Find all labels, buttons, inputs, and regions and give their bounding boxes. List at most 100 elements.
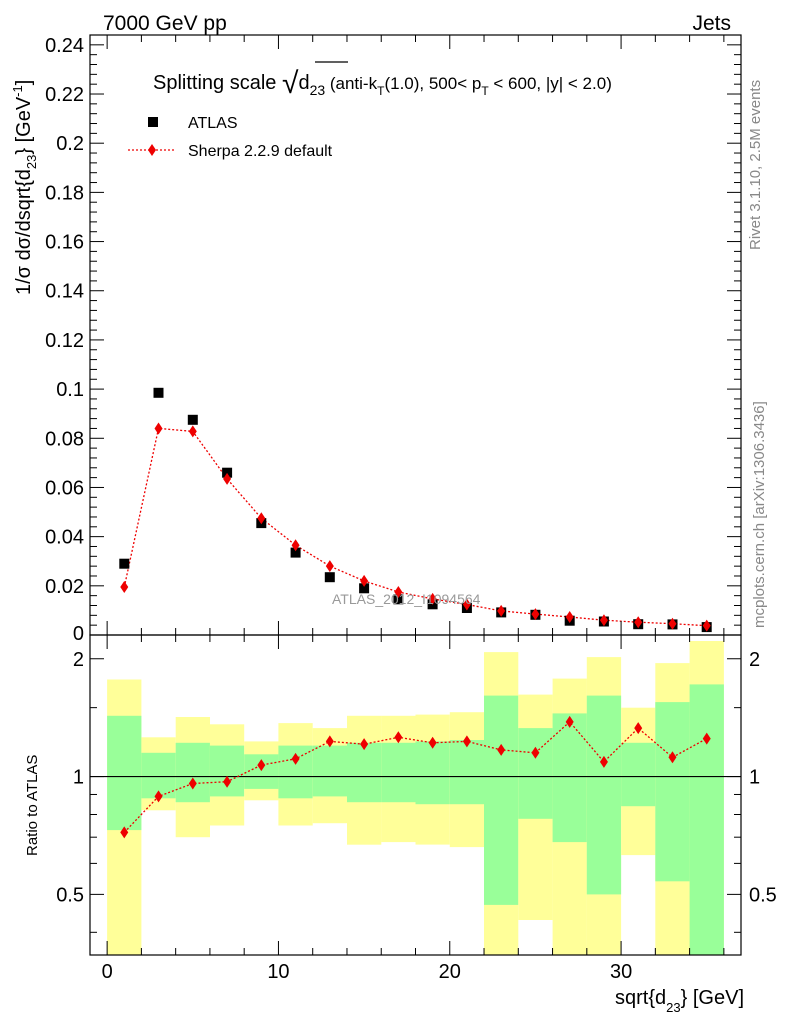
main-ylabel: 1/σ dσ/dsqrt{d23} [GeV-1] bbox=[10, 80, 39, 295]
ratio-ytick-label: 0.5 bbox=[56, 884, 84, 906]
x-axis-label: sqrt{d23} [GeV] bbox=[615, 987, 744, 1015]
atlas-point bbox=[119, 558, 130, 569]
ratio-sherpa-point bbox=[634, 722, 643, 735]
ratio-sherpa-point bbox=[394, 731, 403, 744]
ratio-ytick-label-right: 0.5 bbox=[749, 884, 777, 906]
xtick-label: 30 bbox=[610, 961, 632, 983]
title-var: d bbox=[298, 72, 309, 94]
ratio-band-inner bbox=[655, 702, 690, 882]
analysis-watermark: ATLAS_2012_I1094564 bbox=[332, 591, 481, 607]
xtick-label: 0 bbox=[102, 961, 113, 983]
ratio-sherpa-point bbox=[702, 732, 711, 745]
ratio-sherpa-point bbox=[599, 755, 608, 768]
ratio-band-inner bbox=[209, 745, 245, 797]
legend-sherpa-label: Sherpa 2.2.9 default bbox=[188, 143, 333, 160]
mcplots-info: mcplots.cern.ch [arXiv:1306.3436] bbox=[751, 401, 768, 628]
ratio-sherpa-point bbox=[154, 790, 163, 803]
ratio-band-inner bbox=[689, 684, 724, 955]
sherpa-point bbox=[325, 560, 334, 573]
xtick-label: 20 bbox=[439, 961, 461, 983]
ylabel-mid: } [GeV bbox=[13, 96, 35, 154]
sherpa-point bbox=[428, 592, 437, 605]
sherpa-point bbox=[702, 619, 711, 632]
sherpa-point bbox=[668, 617, 677, 630]
ylabel-main: 1/σ dσ/dsqrt{d bbox=[13, 169, 35, 295]
sherpa-point bbox=[188, 425, 197, 438]
ratio-sherpa-point bbox=[565, 715, 574, 728]
header-right: Jets bbox=[692, 12, 731, 35]
ratio-band-inner bbox=[347, 742, 382, 803]
main-ytick-label: 0.1 bbox=[56, 379, 84, 401]
sherpa-point bbox=[497, 604, 506, 617]
atlas-point bbox=[153, 387, 164, 398]
atlas-point bbox=[324, 572, 335, 583]
ratio-band-inner bbox=[484, 695, 519, 905]
rivet-info: Rivet 3.1.10, 2.5M events bbox=[747, 80, 764, 250]
xlabel-sub: 23 bbox=[666, 1000, 680, 1015]
sherpa-point bbox=[634, 616, 643, 629]
ratio-sherpa-point bbox=[325, 735, 334, 748]
sherpa-point bbox=[462, 598, 471, 611]
title-t3: < 600, |y| < 2.0) bbox=[489, 74, 612, 93]
atlas-point bbox=[393, 594, 404, 605]
sherpa-point bbox=[531, 608, 540, 621]
ratio-sherpa-point bbox=[223, 775, 232, 788]
main-ytick-label: 0.24 bbox=[45, 35, 84, 57]
main-ytick-label: 0.18 bbox=[45, 182, 84, 204]
ratio-ytick-label: 2 bbox=[73, 649, 84, 671]
legend-sherpa-marker bbox=[148, 144, 156, 156]
main-ytick-zero: 0 bbox=[73, 623, 84, 645]
ratio-ytick-label-right: 1 bbox=[749, 767, 760, 789]
ratio-sherpa-point bbox=[668, 751, 677, 764]
title-t2-sub: T bbox=[481, 84, 489, 98]
main-ytick-label: 0.06 bbox=[45, 477, 84, 499]
ratio-sherpa-point bbox=[428, 736, 437, 749]
main-ytick-label: 0.08 bbox=[45, 428, 84, 450]
ratio-sherpa-point bbox=[531, 746, 540, 759]
ratio-band-inner bbox=[621, 742, 656, 807]
ratio-sherpa-point bbox=[291, 752, 300, 765]
ratio-band-inner bbox=[415, 741, 450, 805]
main-ytick-label: 0.02 bbox=[45, 576, 84, 598]
sherpa-point bbox=[291, 539, 300, 552]
ratio-band-inner bbox=[552, 713, 587, 843]
sherpa-point bbox=[565, 611, 574, 624]
xtick-label: 10 bbox=[267, 961, 289, 983]
ratio-axes: 0.5 0.51 12 20 10 20 30 bbox=[56, 634, 777, 983]
sherpa-line bbox=[123, 427, 707, 627]
ratio-sherpa-point bbox=[120, 826, 129, 839]
ratio-band-inner bbox=[312, 745, 347, 797]
title-t2: (1.0), 500< p bbox=[384, 74, 481, 93]
ylabel-end: ] bbox=[13, 80, 35, 86]
ratio-ytick-label-right: 2 bbox=[749, 649, 760, 671]
ylabel-sup: -1 bbox=[10, 85, 25, 97]
ylabel-sub: 23 bbox=[24, 155, 39, 169]
ratio-ytick-label: 1 bbox=[73, 767, 84, 789]
main-ytick-label: 0.2 bbox=[56, 133, 84, 155]
legend-atlas-marker bbox=[148, 117, 158, 127]
title-t1: (anti-k bbox=[325, 74, 377, 93]
sherpa-point bbox=[257, 512, 266, 525]
title-t1-sub: T bbox=[377, 84, 385, 98]
main-ytick-label: 0.04 bbox=[45, 527, 84, 549]
plot-title: Splitting scale √d23 (anti-kT(1.0), 500<… bbox=[153, 67, 612, 100]
sherpa-point bbox=[394, 585, 403, 598]
atlas-point bbox=[290, 547, 301, 558]
atlas-point bbox=[187, 414, 198, 425]
atlas-point bbox=[222, 467, 233, 478]
legend-atlas-label: ATLAS bbox=[188, 115, 238, 132]
xlabel-main: sqrt{d bbox=[615, 987, 666, 1009]
ratio-band-inner bbox=[518, 728, 553, 819]
sherpa-point bbox=[154, 422, 163, 435]
ratio-band-inner bbox=[107, 715, 142, 831]
ratio-ylabel: Ratio to ATLAS bbox=[24, 755, 41, 856]
ratio-sherpa-point bbox=[188, 777, 197, 790]
sherpa-point bbox=[223, 472, 232, 485]
ratio-bands bbox=[107, 641, 724, 955]
ratio-sherpa-point bbox=[360, 738, 369, 751]
ratio-band-inner bbox=[381, 742, 416, 803]
title-prefix: Splitting scale bbox=[153, 72, 282, 94]
main-plot bbox=[119, 387, 712, 633]
main-ytick-label: 0.22 bbox=[45, 84, 84, 106]
